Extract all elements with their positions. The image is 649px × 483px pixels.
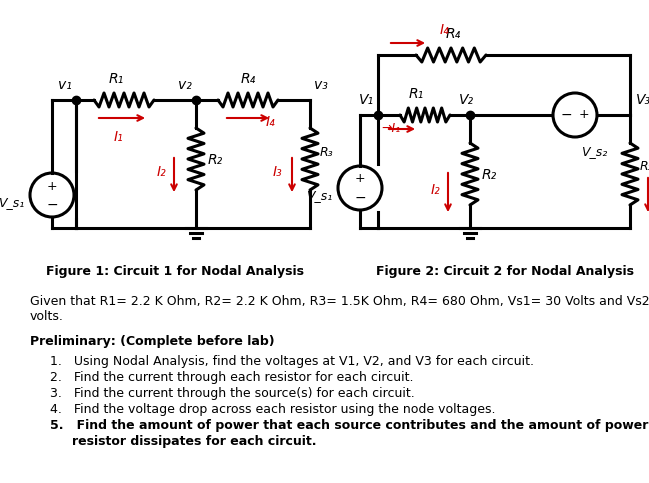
- Text: Figure 2: Circuit 2 for Nodal Analysis: Figure 2: Circuit 2 for Nodal Analysis: [376, 265, 634, 278]
- Text: 3.   Find the current through the source(s) for each circuit.: 3. Find the current through the source(s…: [50, 387, 415, 400]
- Text: 2.   Find the current through each resistor for each circuit.: 2. Find the current through each resisto…: [50, 371, 413, 384]
- Text: v₁: v₁: [58, 78, 72, 92]
- Text: R₄: R₄: [445, 27, 461, 41]
- Text: I₂: I₂: [430, 183, 440, 197]
- Text: V₂: V₂: [458, 93, 474, 107]
- Text: Figure 1: Circuit 1 for Nodal Analysis: Figure 1: Circuit 1 for Nodal Analysis: [46, 265, 304, 278]
- Text: Preliminary: (Complete before lab): Preliminary: (Complete before lab): [30, 335, 275, 348]
- Text: I₃: I₃: [272, 165, 282, 179]
- Text: V₁: V₁: [359, 93, 374, 107]
- Text: V_s₂: V_s₂: [581, 145, 607, 158]
- Text: +: +: [579, 109, 589, 122]
- Text: R₃: R₃: [640, 160, 649, 173]
- Text: R₄: R₄: [240, 72, 256, 86]
- Text: →I₁: →I₁: [381, 123, 400, 136]
- Text: v₃: v₃: [314, 78, 328, 92]
- Text: I₄: I₄: [266, 115, 276, 129]
- Text: R₁: R₁: [408, 87, 424, 101]
- Text: −: −: [354, 191, 366, 205]
- Text: R₃: R₃: [320, 145, 334, 158]
- Text: I₄: I₄: [440, 23, 450, 37]
- Text: V_s₁: V_s₁: [0, 197, 24, 210]
- Text: 4.   Find the voltage drop across each resistor using the node voltages.: 4. Find the voltage drop across each res…: [50, 403, 495, 416]
- Text: V_s₁: V_s₁: [306, 189, 332, 202]
- Text: R₁: R₁: [108, 72, 123, 86]
- Text: Given that R1= 2.2 K Ohm, R2= 2.2 K Ohm, R3= 1.5K Ohm, R4= 680 Ohm, Vs1= 30 Volt: Given that R1= 2.2 K Ohm, R2= 2.2 K Ohm,…: [30, 295, 649, 308]
- Text: +: +: [355, 172, 365, 185]
- Text: −: −: [46, 198, 58, 212]
- Text: R₂: R₂: [482, 168, 497, 182]
- Text: 1.   Using Nodal Analysis, find the voltages at V1, V2, and V3 for each circuit.: 1. Using Nodal Analysis, find the voltag…: [50, 355, 534, 368]
- Text: 5.   Find the amount of power that each source contributes and the amount of pow: 5. Find the amount of power that each so…: [50, 419, 649, 432]
- Text: V₃: V₃: [636, 93, 649, 107]
- Text: volts.: volts.: [30, 310, 64, 323]
- Text: resistor dissipates for each circuit.: resistor dissipates for each circuit.: [72, 435, 317, 448]
- Text: I₂: I₂: [156, 165, 166, 179]
- Text: I₁: I₁: [113, 130, 123, 144]
- Text: R₂: R₂: [208, 153, 223, 167]
- Text: v₂: v₂: [178, 78, 192, 92]
- Text: −: −: [560, 108, 572, 122]
- Text: +: +: [47, 180, 57, 193]
